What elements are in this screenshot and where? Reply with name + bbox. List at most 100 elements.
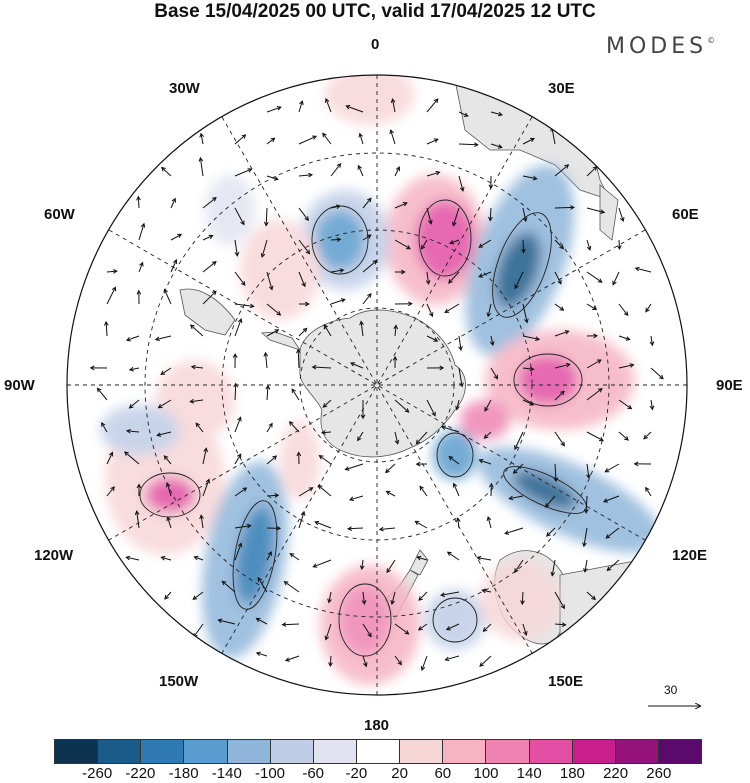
contour-lines: [139, 199, 587, 657]
wind-arrow: [385, 463, 396, 474]
colorbar-swatch: [312, 740, 356, 763]
wind-arrow: [263, 207, 269, 227]
wind-arrow: [362, 292, 372, 305]
wind-arrow: [452, 207, 460, 227]
wind-arrow: [479, 655, 492, 667]
wind-arrow: [234, 453, 242, 465]
colorbar-swatch: [269, 740, 313, 763]
wind-arrow: [322, 399, 332, 408]
wind-arrow: [522, 399, 535, 406]
wind-arrow: [202, 261, 217, 273]
antarctic-peninsula: [261, 331, 301, 351]
wind-arrow: [455, 399, 460, 411]
wind-arrow: [458, 367, 464, 388]
wind-arrow: [394, 655, 402, 666]
wind-arrow: [266, 422, 273, 433]
wind-arrow: [324, 97, 332, 113]
colorbar-swatch: [528, 740, 572, 763]
wind-arrow: [633, 461, 652, 467]
wind-arrow: [362, 655, 368, 668]
wind-arrow: [266, 137, 276, 145]
wind-arrow: [426, 399, 436, 417]
wind-arrow: [103, 320, 109, 337]
wind-arrow: [514, 559, 524, 574]
wind-arrow: [522, 137, 535, 145]
wind-arrow: [426, 303, 434, 318]
wind-arrow: [314, 520, 332, 529]
wind-arrow: [618, 363, 635, 369]
colorbar-tick-label: 140: [516, 765, 542, 782]
wind-arrow: [362, 259, 378, 273]
wind-arrow: [378, 526, 396, 532]
wind-arrow: [554, 164, 570, 177]
wind-arrow: [360, 400, 366, 420]
wind-arrow: [490, 143, 503, 149]
wind-arrow: [478, 271, 492, 278]
pos-anomaly: [340, 585, 390, 655]
lon-label-180: 180: [364, 717, 390, 734]
wind-arrow: [385, 490, 396, 497]
lon-label-150e: 150E: [548, 673, 584, 690]
wind-arrow: [217, 618, 236, 625]
wind-arrow: [189, 398, 204, 404]
pos-anomaly: [460, 400, 510, 440]
wind-arrow: [234, 239, 240, 257]
wind-arrow: [612, 271, 620, 286]
wind-arrow: [266, 106, 282, 113]
wind-arrow: [586, 271, 603, 283]
wind-arrow: [484, 399, 492, 412]
colorbar: [54, 739, 702, 764]
wind-arrow: [394, 301, 413, 307]
wind-arrow: [125, 428, 140, 434]
wind-arrow: [165, 482, 172, 497]
wind-arrow: [136, 289, 142, 305]
wind-arrow: [490, 367, 499, 380]
wind-arrow: [296, 348, 301, 369]
wind-arrow: [618, 431, 629, 441]
wind-arrow: [426, 335, 439, 342]
wind-arrow: [195, 422, 204, 433]
wind-arrow: [554, 239, 565, 250]
colorbar-swatch: [355, 740, 400, 763]
wind-arrow: [138, 222, 146, 241]
wind-arrow: [605, 527, 620, 539]
wind-arrow: [170, 233, 183, 241]
antarctica: [299, 309, 466, 458]
wind-arrow: [553, 463, 559, 483]
wind-arrow: [458, 175, 465, 192]
wind-arrow: [425, 271, 431, 285]
wind-arrow: [554, 622, 567, 627]
wind-arrow: [455, 517, 461, 529]
wind-arrow: [234, 523, 252, 529]
wind-arrow: [583, 495, 589, 514]
colorbar-tick-label: 100: [473, 765, 499, 782]
madagascar: [599, 184, 619, 241]
wind-arrow: [649, 335, 655, 347]
wind-arrow: [395, 269, 406, 275]
wind-arrow: [266, 271, 274, 291]
wind-arrow: [444, 655, 460, 662]
wind-arrow: [490, 111, 504, 117]
wind-arrow: [266, 329, 280, 337]
pos-anomaly: [415, 200, 475, 280]
wind-arrow: [198, 156, 204, 177]
wind-arrow: [345, 104, 364, 113]
colorbar-tick-label: 220: [603, 765, 629, 782]
wind-arrow: [163, 455, 172, 465]
wind-arrow: [522, 335, 541, 341]
wind-arrow: [157, 399, 172, 409]
wind-arrow: [266, 455, 278, 465]
wind-arrow: [618, 399, 633, 410]
wind-arrow: [643, 431, 652, 440]
wind-arrow: [362, 197, 372, 209]
wind-arrow: [330, 237, 342, 242]
wind-arrow: [288, 421, 300, 433]
wind-arrow: [649, 399, 655, 411]
colorbar-swatch: [55, 740, 98, 763]
wind-arrow: [554, 362, 571, 369]
wind-arrow: [266, 175, 279, 181]
wind-arrow: [296, 451, 302, 465]
wind-arrow: [344, 463, 364, 471]
wind-arrow: [522, 207, 528, 223]
